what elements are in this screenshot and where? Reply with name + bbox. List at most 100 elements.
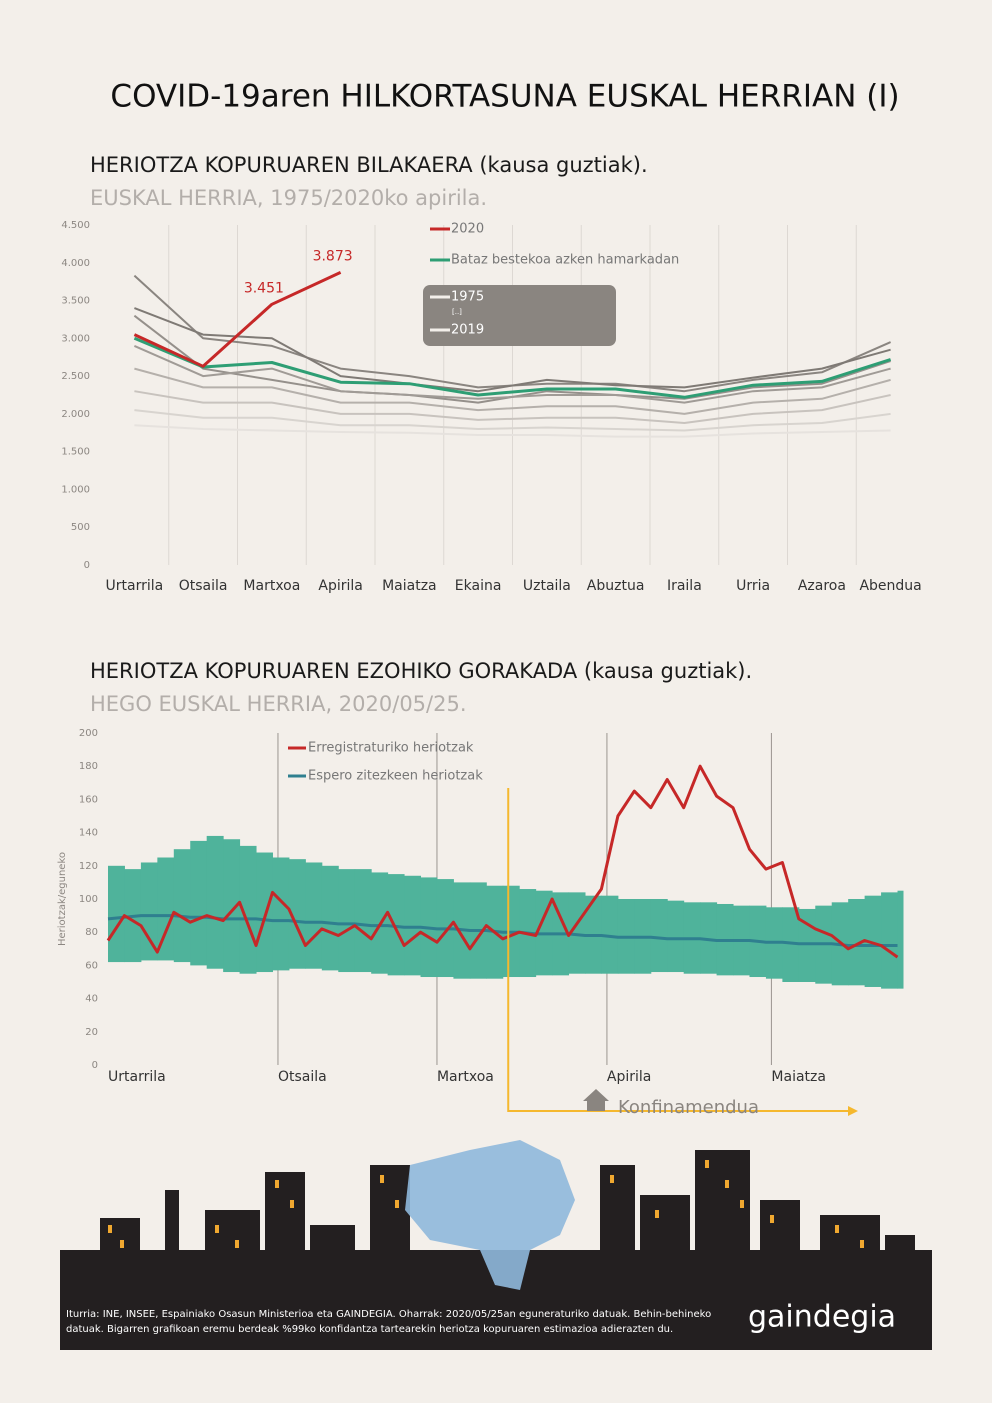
confidence-band [173,849,191,963]
source: datuak. Bigarren grafikoan eremu berdeak… [66,1324,673,1335]
y-tick-label: 4.500 [61,220,90,231]
confidence-band [848,899,866,986]
x-tick-label: Martxoa [243,578,300,594]
confidence-band [157,857,175,961]
x-tick-label: Ekaina [455,578,502,594]
confidence-band [305,862,323,969]
confidence-band [864,895,882,987]
x-tick-label: Otsaila [179,578,228,594]
data-label: 3.873 [313,248,353,264]
y-tick-label: 4.000 [61,258,90,269]
house-icon [583,1089,609,1111]
y-tick-label: 3.500 [61,296,90,307]
confidence-band [667,900,685,973]
confidence-band [568,892,586,974]
y-tick-label: 3.000 [61,333,90,344]
legend-label: Bataz bestekoa azken hamarkadan [451,253,679,268]
confidence-band [272,857,290,971]
confidence-band [108,865,125,963]
y-tick-label: 2.000 [61,409,90,420]
x-tick-label: Abuztua [587,578,645,594]
x-tick-label: Apirila [607,1069,651,1085]
confidence-band [700,902,718,974]
y-tick-label: 40 [85,994,98,1005]
x-tick-label: Otsaila [278,1069,327,1085]
confidence-band [601,895,619,974]
y-tick-label: 180 [79,761,98,772]
confidence-band [404,875,422,976]
series-line [107,914,898,947]
logo: gaindegia [748,1300,896,1335]
chart-title: HERIOTZA KOPURUAREN BILAKAERA (kausa guz… [90,153,648,177]
series-line [134,307,891,393]
confidence-band [881,892,899,989]
x-tick-label: Apirila [318,578,362,594]
windows [108,1160,864,1248]
page-title: COVID-19aren HILKORTASUNA EUSKAL HERRIAN… [110,79,899,115]
y-tick-label: 20 [85,1027,98,1038]
x-tick-label: Urria [736,578,770,594]
legend-label: Espero zitezkeen heriotzak [308,769,483,784]
series-line [134,424,891,438]
confidence-band [897,890,904,989]
y-tick-label: 200 [79,728,98,739]
annotation-label: Konfinamendua [618,1097,759,1118]
data-label: 3.451 [244,280,284,296]
y-tick-label: 2.500 [61,371,90,382]
confidence-band [239,845,257,974]
y-axis-label: Heriotzak/eguneko [57,852,68,946]
series-line [134,390,891,424]
source: Iturria: INE, INSEE, Espainiako Osasun M… [66,1309,711,1320]
series-line [134,409,891,432]
series-line [133,336,892,399]
x-tick-label: Maiatza [382,578,437,594]
legend-label: 2019 [451,323,484,338]
arrow-head [848,1106,858,1116]
confidence-band [782,907,800,982]
y-tick-label: 120 [79,861,98,872]
y-tick-label: 60 [85,960,98,971]
chart-title: HERIOTZA KOPURUAREN EZOHIKO GORAKADA (ka… [90,659,752,683]
y-tick-label: 160 [79,794,98,805]
confidence-band [190,840,208,966]
x-tick-label: Iraila [667,578,702,594]
confidence-band [288,859,306,969]
y-tick-label: 0 [92,1060,98,1071]
lockdown-marker [507,788,855,1112]
x-tick-label: Uztaila [523,578,571,594]
y-tick-label: 140 [79,828,98,839]
legend-note: [..] [452,308,462,316]
confidence-band [387,874,405,976]
legend-label: 1975 [451,290,484,305]
series-line [106,764,899,959]
series-line [133,271,342,368]
confidence-band [321,865,339,971]
x-tick-label: Martxoa [437,1069,494,1085]
y-tick-label: 500 [71,522,90,533]
y-tick-label: 100 [79,894,98,905]
confidence-band [256,852,273,973]
confidence-band [206,835,224,969]
legend-label: 2020 [451,222,484,237]
y-tick-label: 80 [85,927,98,938]
y-tick-label: 1.000 [61,484,90,495]
x-tick-label: Maiatza [771,1069,826,1085]
x-tick-label: Azaroa [798,578,846,594]
x-tick-label: Urtarrila [106,578,164,594]
y-tick-label: 1.500 [61,447,90,458]
y-tick-label: 0 [84,560,90,571]
legend-box [423,285,616,346]
x-tick-label: Abendua [859,578,921,594]
map [405,1140,575,1290]
series-line [133,344,891,404]
confidence-band [338,869,356,973]
confidence-band [223,839,241,973]
chart-subtitle: EUSKAL HERRIA, 1975/2020ko apirila. [90,186,487,210]
series-line [134,367,891,415]
chart-subtitle: HEGO EUSKAL HERRIA, 2020/05/25. [90,692,467,716]
legend-label: Erregistraturiko heriotzak [308,741,474,756]
confidence-band [650,899,668,973]
x-tick-label: Urtarrila [108,1069,166,1085]
confidence-band [140,862,158,961]
